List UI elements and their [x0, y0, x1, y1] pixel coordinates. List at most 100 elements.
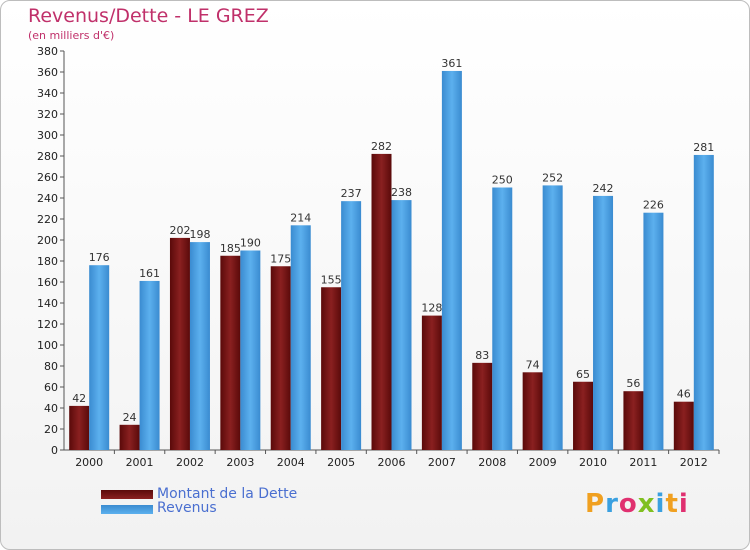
x-tick-label: 2011: [629, 456, 657, 469]
value-label-revenus: 250: [492, 174, 513, 187]
y-tick-label: 120: [37, 318, 58, 331]
value-label-revenus: 237: [341, 187, 362, 200]
x-tick-label: 2010: [579, 456, 607, 469]
x-tick-label: 2007: [428, 456, 456, 469]
x-tick-label: 2004: [277, 456, 305, 469]
value-label-dette: 128: [421, 302, 442, 315]
x-tick-label: 2003: [226, 456, 254, 469]
y-tick-label: 80: [44, 360, 58, 373]
bar-revenus: [693, 154, 714, 450]
y-tick-label: 100: [37, 339, 58, 352]
value-label-dette: 24: [123, 411, 137, 424]
y-tick-label: 240: [37, 192, 58, 205]
x-axis: 2000 2001 2002 2003 2004 2005 2006 2007 2008 2009…: [64, 449, 720, 469]
bar-revenus: [643, 212, 664, 450]
value-label-revenus: 198: [189, 228, 210, 241]
logo-letter: i: [678, 489, 689, 519]
y-axis: 0 20 40 60 80 100 120 140 160 180 200 220 240 260 280 3…: [37, 45, 65, 457]
bar-revenus: [89, 265, 110, 450]
y-tick-label: 380: [37, 45, 58, 58]
value-labels-group: 42 176 24 161 202 198 185 190 175 214 155 237 282 238…: [72, 57, 714, 424]
x-tick-label: 2008: [478, 456, 506, 469]
value-label-revenus: 226: [643, 199, 664, 212]
bar-dette: [119, 424, 140, 450]
legend-label-dette: Montant de la Dette: [157, 486, 298, 502]
logo-letter: o: [618, 489, 638, 519]
y-tick-label: 60: [44, 381, 58, 394]
bar-revenus: [139, 280, 160, 450]
x-tick-label: 2009: [529, 456, 557, 469]
chart-subtitle: (en milliers d'€): [28, 29, 115, 42]
value-label-revenus: 190: [240, 237, 261, 250]
bar-dette: [220, 255, 241, 450]
value-label-revenus: 361: [441, 57, 462, 70]
value-label-revenus: 238: [391, 186, 412, 199]
legend-label-revenus: Revenus: [157, 500, 217, 516]
y-tick-label: 180: [37, 255, 58, 268]
value-label-dette: 202: [169, 224, 190, 237]
y-tick-label: 300: [37, 129, 58, 142]
bar-dette: [69, 405, 90, 450]
x-tick-label: 2000: [75, 456, 103, 469]
y-tick-label: 260: [37, 171, 58, 184]
y-tick-label: 340: [37, 87, 58, 100]
y-tick-label: 320: [37, 108, 58, 121]
bar-dette: [623, 391, 644, 450]
logo-letter: P: [585, 489, 606, 519]
bar-dette: [169, 237, 190, 450]
y-tick-label: 360: [37, 66, 58, 79]
y-tick-label: 280: [37, 150, 58, 163]
y-tick-label: 160: [37, 276, 58, 289]
bars-group: [69, 70, 714, 450]
bar-dette: [472, 362, 493, 450]
x-tick-label: 2006: [378, 456, 406, 469]
bar-dette: [522, 372, 543, 450]
x-tick-label: 2001: [126, 456, 154, 469]
value-label-dette: 185: [220, 242, 241, 255]
y-tick-label: 20: [44, 423, 58, 436]
bar-revenus: [593, 195, 614, 450]
bar-revenus: [341, 201, 362, 450]
logo-letter: x: [637, 489, 656, 519]
bar-dette: [321, 287, 342, 450]
bar-revenus: [189, 242, 210, 450]
bar-revenus: [542, 185, 563, 450]
y-tick-label: 40: [44, 402, 58, 415]
proxiti-logo: Proxiti: [585, 489, 689, 519]
bar-revenus: [290, 225, 311, 450]
logo-letter: i: [655, 489, 666, 519]
bar-revenus: [441, 70, 462, 450]
value-label-dette: 42: [72, 392, 86, 405]
y-tick-label: 0: [51, 444, 58, 457]
value-label-revenus: 252: [542, 171, 563, 184]
value-label-revenus: 176: [89, 251, 110, 264]
value-label-dette: 282: [371, 140, 392, 153]
y-tick-label: 220: [37, 213, 58, 226]
value-label-dette: 175: [270, 252, 291, 265]
y-tick-label: 200: [37, 234, 58, 247]
logo-letter: t: [665, 489, 679, 519]
bar-revenus: [391, 200, 412, 450]
value-label-revenus: 281: [693, 141, 714, 154]
x-tick-label: 2005: [327, 456, 355, 469]
value-label-dette: 56: [626, 377, 640, 390]
bar-dette: [371, 153, 392, 450]
bar-dette: [421, 315, 442, 450]
x-tick-label: 2012: [680, 456, 708, 469]
value-label-revenus: 161: [139, 267, 160, 280]
logo-letter: r: [605, 489, 619, 519]
value-label-dette: 83: [475, 349, 489, 362]
bar-revenus: [240, 250, 261, 450]
value-label-dette: 155: [321, 273, 342, 286]
y-tick-label: 140: [37, 297, 58, 310]
bar-dette: [573, 381, 594, 450]
bar-dette: [270, 266, 291, 450]
legend-swatch-dette: [101, 490, 153, 499]
value-label-dette: 46: [677, 388, 691, 401]
value-label-dette: 65: [576, 368, 590, 381]
bar-dette: [673, 401, 694, 450]
chart-title: Revenus/Dette - LE GREZ: [28, 5, 269, 27]
value-label-dette: 74: [526, 358, 540, 371]
